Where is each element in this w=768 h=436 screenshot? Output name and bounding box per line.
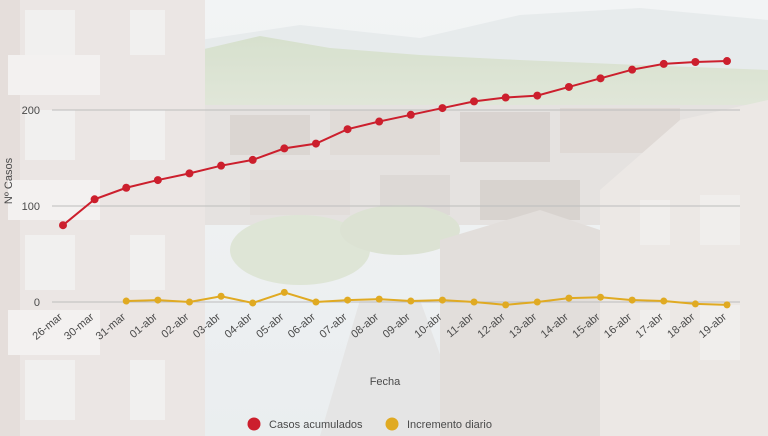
legend-label: Incremento diario [407, 419, 492, 431]
x-tick-label: 16-abr [602, 311, 634, 341]
data-point [280, 144, 289, 153]
data-point [217, 292, 225, 300]
x-tick-label: 10-abr [412, 311, 444, 341]
data-point [375, 295, 383, 303]
data-point [122, 183, 131, 192]
y-axis-title: Nº Casos [3, 157, 15, 204]
data-point [185, 169, 194, 178]
x-tick-label: 06-abr [286, 311, 318, 341]
data-point [501, 93, 510, 102]
data-point [438, 104, 447, 113]
data-point [312, 298, 320, 306]
series-line [62, 60, 728, 226]
data-point [249, 299, 257, 307]
x-tick-label: 30-mar [62, 311, 97, 343]
y-tick-label: 0 [34, 297, 40, 309]
data-point [470, 298, 478, 306]
y-tick-label: 200 [22, 105, 40, 117]
series-layer [59, 57, 731, 309]
x-tick-label: 13-abr [507, 311, 539, 341]
data-point [659, 59, 668, 68]
x-tick-label: 05-abr [254, 311, 286, 341]
data-point [628, 65, 637, 74]
data-point [311, 139, 320, 148]
data-point [660, 297, 668, 305]
data-point [375, 117, 384, 126]
x-tick-label: 08-abr [349, 311, 381, 341]
data-point [564, 82, 573, 91]
data-point [154, 296, 162, 304]
data-point [597, 293, 605, 301]
x-tick-label: 15-abr [570, 311, 602, 341]
data-point [344, 296, 352, 304]
data-point [280, 288, 288, 296]
data-point [502, 301, 510, 309]
legend-label: Casos acumulados [269, 419, 363, 431]
x-tick-label: 04-abr [223, 311, 255, 341]
data-point [90, 195, 99, 204]
x-tick-label: 11-abr [445, 311, 477, 340]
x-tick-label: 31-mar [94, 311, 129, 343]
series-line [126, 291, 728, 306]
x-tick-label: 14-abr [539, 311, 571, 341]
data-point [533, 91, 542, 100]
x-tick-label: 17-abr [634, 311, 666, 341]
x-tick-label: 19-abr [697, 311, 729, 341]
data-point [122, 297, 130, 305]
data-point [153, 176, 162, 185]
data-point [217, 161, 226, 170]
data-point [406, 110, 415, 119]
data-point [691, 58, 700, 66]
x-tick-label: 01-abr [128, 311, 160, 341]
data-point [59, 221, 67, 230]
data-point [723, 301, 731, 309]
data-point [565, 294, 573, 302]
data-point [185, 298, 193, 306]
x-tick-label: 12-abr [476, 311, 508, 341]
data-point [248, 155, 257, 164]
legend-marker [385, 417, 399, 431]
x-tick-label: 26-mar [31, 311, 66, 343]
data-point [438, 296, 446, 304]
x-tick-label: 07-abr [317, 311, 349, 341]
data-point [343, 125, 352, 134]
data-point [628, 296, 636, 304]
y-tick-label: 100 [22, 201, 40, 213]
legend: Casos acumulados Incremento diario [247, 417, 492, 431]
x-tick-label: 02-abr [159, 311, 191, 341]
data-point [596, 74, 605, 83]
x-tick-label: 18-abr [665, 311, 697, 341]
data-point [533, 298, 541, 306]
x-tick-label: 03-abr [191, 311, 223, 341]
x-axis-title: Fecha [370, 376, 401, 388]
data-point [691, 300, 699, 308]
data-point [723, 57, 731, 66]
y-axis-ticks: 0 100 200 [22, 105, 40, 309]
legend-marker [247, 417, 261, 431]
data-point [407, 297, 415, 305]
data-point [470, 97, 479, 106]
x-tick-label: 09-abr [381, 311, 413, 341]
grid-lines [52, 109, 740, 303]
